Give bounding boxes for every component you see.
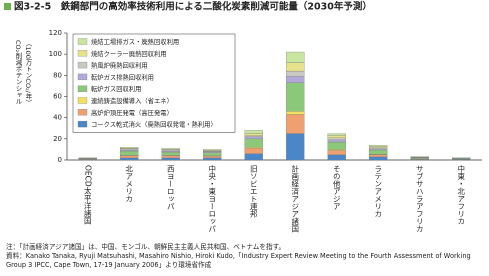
bar-segment xyxy=(244,133,263,136)
legend-swatch xyxy=(77,97,88,104)
y-tick-label: 40 xyxy=(53,114,62,122)
legend-label: 転炉ガス排熱回収利用 xyxy=(91,72,154,81)
x-tick-label: 計画経済アジア諸国 xyxy=(291,164,300,234)
bar-segment xyxy=(161,157,180,161)
y-tick-label: 0 xyxy=(58,156,62,164)
bar-segment xyxy=(369,156,388,161)
bar-segment xyxy=(203,151,222,153)
legend-swatch xyxy=(77,38,88,45)
bar-segment xyxy=(369,145,388,147)
legend-label: 高炉炉頂圧発電（高圧発電） xyxy=(91,108,173,117)
bar-segment xyxy=(286,76,305,83)
bar-segment xyxy=(369,149,388,155)
legend-swatch xyxy=(77,50,88,57)
bar-segment xyxy=(286,133,305,161)
bar-segment xyxy=(203,157,222,161)
bar-segment xyxy=(327,133,346,136)
bar-segment xyxy=(120,155,139,159)
bar-segment xyxy=(244,135,263,137)
x-tick-label: 旧ソビエト連邦 xyxy=(249,165,258,219)
bar-segment xyxy=(120,148,139,151)
y-tick-label: 80 xyxy=(53,71,62,79)
bar-segment xyxy=(120,147,139,149)
legend-swatch xyxy=(77,61,88,69)
x-tick-label: 北アメリカ xyxy=(125,165,134,203)
bar-segment xyxy=(120,150,139,156)
bar-segment xyxy=(327,141,346,150)
bar-segment xyxy=(244,138,263,148)
legend-label: 転炉ガス回収利用 xyxy=(91,84,141,93)
y-tick-label: 100 xyxy=(49,50,62,58)
bar-segment xyxy=(327,150,346,155)
legend-label: 焼結クーラー廃熱回収利用 xyxy=(91,49,167,58)
bar-segment xyxy=(161,148,180,150)
legend-label: 熱風炉廃熱回収利用 xyxy=(91,61,148,70)
legend-label: コークス乾式消火（廃熱回収発電・熱利用） xyxy=(91,120,217,129)
bar-segment xyxy=(244,147,263,149)
bar-segment xyxy=(286,82,305,112)
bar-segment xyxy=(369,147,388,150)
y-tick-label: 20 xyxy=(53,135,62,143)
bar-segment xyxy=(286,51,305,63)
bar-segment xyxy=(203,156,222,159)
y-tick-label: 120 xyxy=(49,29,62,37)
bar-segment xyxy=(410,157,429,159)
bar-segment xyxy=(244,148,263,154)
bar-segment xyxy=(161,150,180,153)
source: 資料：Kanako Tanaka, Ryuji Matsuhashi, Masa… xyxy=(6,252,471,269)
bar-segment xyxy=(161,149,180,152)
bar-segment xyxy=(327,139,346,143)
bar-segment xyxy=(244,136,263,139)
y-axis-label: （100万トンCO₂/年） xyxy=(24,40,32,106)
bar-segment xyxy=(369,146,388,148)
y-tick-label: 60 xyxy=(53,93,62,101)
bar-segment xyxy=(120,157,139,161)
x-tick-label: サブサハラアフリカ xyxy=(415,165,424,233)
x-tick-label: その他アジア xyxy=(332,165,341,211)
bar-segment xyxy=(120,149,139,152)
bar-segment xyxy=(203,149,222,151)
legend-label: 連続鋳造設備導入（省エネ） xyxy=(91,96,173,105)
x-tick-label: 西ヨーロッパ xyxy=(166,165,175,211)
bar-segment xyxy=(327,149,346,151)
bar-segment xyxy=(286,62,305,72)
legend-swatch xyxy=(77,120,88,128)
title-icon xyxy=(4,3,11,10)
bar-segment xyxy=(286,114,305,134)
y-axis-label: CO₂削減ポテンシャル xyxy=(14,40,22,104)
bar-segment xyxy=(327,154,346,161)
x-tick-label: 中東・北アフリカ xyxy=(457,164,466,226)
chart: 図3-2-5 鉄鋼部門の高効率技術利用による二酸化炭素削減可能量（2030年予測… xyxy=(4,1,482,234)
bar-segment xyxy=(369,148,388,151)
legend-swatch xyxy=(77,109,88,116)
bar-segment xyxy=(161,155,180,159)
x-tick-label: ラテンアメリカ xyxy=(374,165,383,218)
legend-swatch xyxy=(77,85,88,92)
bar-segment xyxy=(161,151,180,156)
legend-swatch xyxy=(77,73,88,81)
bar-segment xyxy=(286,70,305,77)
legend-box xyxy=(72,33,236,133)
chart-title: 図3-2-5 鉄鋼部門の高効率技術利用による二酸化炭素削減可能量（2030年予測… xyxy=(14,1,372,13)
note: 注：「計画経済アジア諸国」は、中国、モンゴル、朝鮮民主主義人民共和国、ベトナムを… xyxy=(6,243,286,251)
bar-segment xyxy=(327,135,346,138)
x-tick-label: 中央・東ヨーロッパ xyxy=(208,164,217,233)
bar-segment xyxy=(244,130,263,134)
bar-segment xyxy=(244,153,263,161)
legend-label: 焼結工場排ガス・廃熱回収利用 xyxy=(91,37,179,46)
bar-segment xyxy=(327,137,346,141)
bar-segment xyxy=(203,152,222,156)
bar-segment xyxy=(369,154,388,157)
x-tick-label: OECD太平洋諸国 xyxy=(83,165,92,225)
bar-segment xyxy=(286,111,305,115)
